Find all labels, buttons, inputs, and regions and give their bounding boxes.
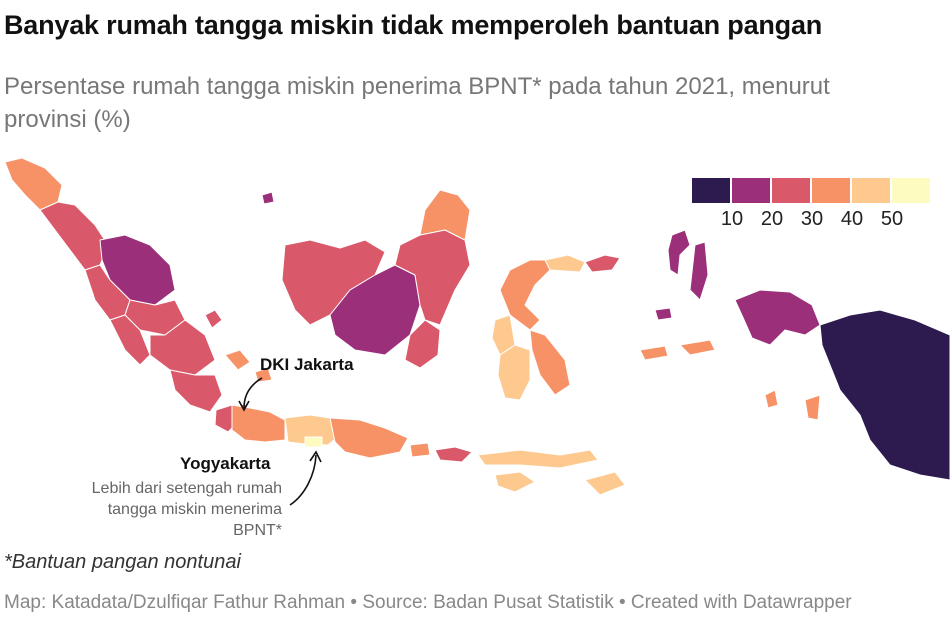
legend-tick: 30: [800, 208, 824, 230]
region-sulawesi-tenggara[interactable]: [529, 329, 571, 396]
annotation-yogyakarta-description: Lebih dari setengah rumah tangga miskin …: [91, 480, 282, 539]
footnote: *Bantuan pangan nontunai: [4, 551, 241, 573]
source-credits: Map: Katadata/Dzulfiqar Fathur Rahman • …: [4, 592, 852, 613]
region-jawa-timur[interactable]: [329, 417, 409, 459]
region-jawa-barat[interactable]: [231, 404, 286, 443]
legend-swatch-50-plus: [892, 178, 932, 203]
region-kepulauan-riau-north[interactable]: [261, 191, 275, 205]
region-papua[interactable]: [819, 309, 950, 481]
legend-swatch-0-10: [692, 178, 732, 203]
legend-tick: 50: [880, 208, 904, 230]
region-kepulauan-riau[interactable]: [204, 309, 223, 329]
region-papua-barat[interactable]: [734, 289, 821, 346]
region-sulawesi-utara[interactable]: [584, 254, 621, 273]
region-ntt[interactable]: [477, 449, 626, 496]
region-maluku[interactable]: [639, 339, 821, 421]
region-kalimantan-utara[interactable]: [419, 189, 471, 241]
legend-swatch-40-50: [852, 178, 892, 203]
region-ntb[interactable]: [434, 446, 473, 463]
chart-subtitle: Persentase rumah tangga miskin penerima …: [4, 73, 830, 133]
indonesia-choropleth-map: [4, 157, 950, 496]
region-gorontalo[interactable]: [544, 254, 586, 273]
legend-swatch-20-30: [772, 178, 812, 203]
region-sulawesi-tengah[interactable]: [499, 259, 551, 331]
region-sumatera-utara[interactable]: [39, 201, 109, 271]
region-kalimantan-timur[interactable]: [394, 229, 471, 326]
legend-ticks: 10 20 30 40 50: [692, 203, 922, 230]
region-jawa-tengah[interactable]: [284, 414, 341, 446]
legend-tick: 40: [840, 208, 864, 230]
region-bali[interactable]: [409, 442, 431, 458]
region-riau[interactable]: [99, 234, 176, 306]
legend-swatch-30-40: [812, 178, 852, 203]
color-legend: 10 20 30 40 50: [692, 178, 932, 230]
legend-swatches: [692, 178, 932, 203]
region-sumatera-selatan[interactable]: [149, 319, 216, 376]
annotation-yogyakarta: Yogyakarta: [180, 454, 271, 473]
legend-tick: 10: [720, 208, 744, 230]
region-lampung[interactable]: [169, 369, 223, 413]
chart-title: Banyak rumah tangga miskin tidak mempero…: [4, 10, 823, 40]
legend-tick: 20: [760, 208, 784, 230]
legend-swatch-10-20: [732, 178, 772, 203]
region-sulawesi-selatan[interactable]: [497, 344, 531, 401]
annotation-jakarta: DKI Jakarta: [260, 355, 354, 374]
region-aceh[interactable]: [4, 157, 63, 211]
region-yogyakarta[interactable]: [304, 436, 323, 448]
region-maluku-utara[interactable]: [654, 229, 709, 321]
